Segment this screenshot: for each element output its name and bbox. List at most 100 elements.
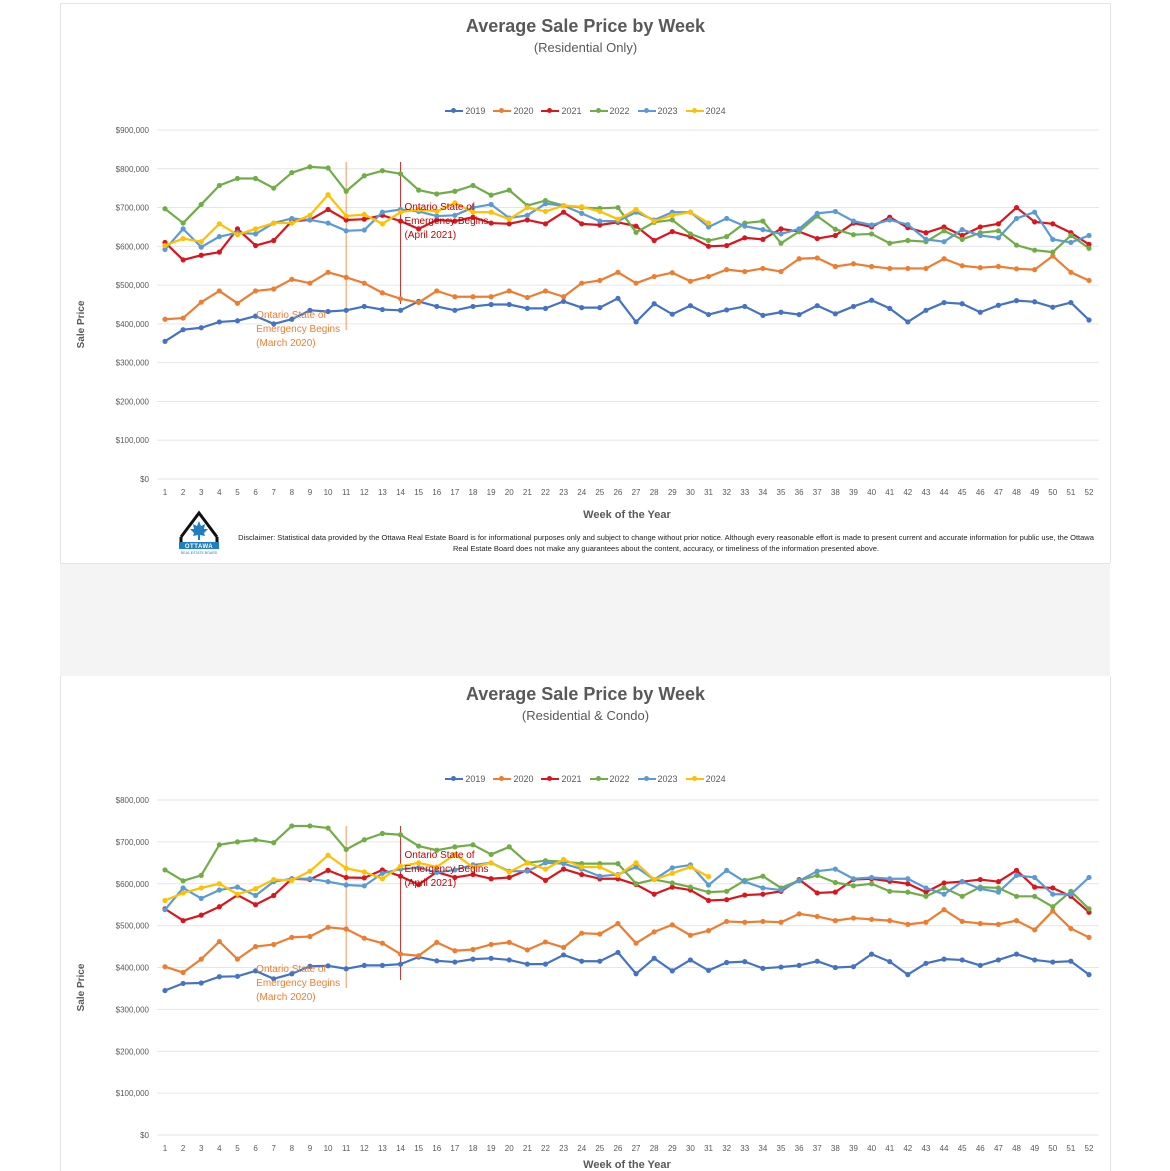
data-point-2023-week-16 [434, 869, 440, 876]
data-point-2020-week-35 [778, 268, 784, 275]
x-tick-label: 26 [613, 1144, 622, 1153]
data-point-2021-week-47 [995, 221, 1002, 227]
data-point-2023-week-37 [814, 868, 820, 874]
data-point-2019-week-13 [379, 306, 386, 313]
legend-label: 2023 [657, 774, 678, 784]
data-point-2019-week-31 [705, 967, 712, 974]
data-point-2023-week-42 [905, 222, 911, 228]
data-point-2024-week-8 [289, 220, 295, 226]
x-tick-label: 37 [813, 488, 822, 497]
data-point-2024-week-31 [705, 220, 712, 226]
data-point-2019-week-38 [832, 311, 838, 317]
data-point-2022-week-15 [416, 187, 422, 193]
data-point-2020-week-15 [416, 299, 422, 306]
data-point-2019-week-6 [252, 313, 259, 319]
x-tick-label: 23 [559, 488, 568, 497]
y-tick-label: $400,000 [116, 964, 150, 973]
data-point-2020-week-12 [361, 935, 367, 941]
y-tick-label: $300,000 [116, 359, 150, 368]
data-point-2019-week-37 [814, 303, 820, 309]
data-point-2022-week-8 [289, 823, 295, 829]
data-point-2023-week-50 [1050, 891, 1056, 897]
data-point-2020-week-9 [307, 280, 313, 286]
x-tick-label: 28 [650, 488, 659, 497]
data-point-2019-week-8 [289, 971, 295, 977]
data-point-2023-week-15 [416, 865, 422, 871]
data-point-2022-week-4 [216, 182, 222, 189]
logo-tagline: REAL ESTATE BOARD [181, 551, 218, 555]
x-tick-label: 38 [831, 488, 840, 497]
data-point-2023-week-10 [325, 220, 331, 226]
data-point-2019-week-34 [760, 965, 766, 971]
data-point-2021-week-16 [434, 217, 440, 223]
data-point-2019-week-49 [1032, 299, 1038, 305]
data-point-2019-week-9 [307, 963, 313, 969]
data-point-2019-week-22 [542, 961, 549, 967]
data-point-2024-week-29 [669, 870, 675, 876]
data-point-2022-week-2 [180, 878, 186, 884]
data-point-2019-week-39 [850, 303, 857, 310]
data-point-2019-week-33 [742, 303, 748, 310]
data-point-2020-week-46 [977, 265, 983, 271]
data-point-2020-week-10 [325, 269, 331, 275]
data-point-2023-week-32 [724, 867, 730, 873]
x-tick-label: 42 [903, 1144, 912, 1153]
data-point-2024-week-10 [325, 192, 331, 198]
data-point-2024-week-12 [361, 869, 367, 875]
data-point-2020-week-20 [506, 939, 512, 945]
data-point-2022-week-35 [778, 240, 784, 246]
data-point-2023-week-13 [379, 870, 386, 876]
x-tick-label: 15 [414, 1144, 423, 1153]
data-point-2020-week-31 [705, 273, 712, 280]
x-tick-label: 34 [758, 1144, 767, 1153]
data-point-2022-week-5 [234, 175, 241, 182]
data-point-2020-week-51 [1068, 925, 1074, 932]
data-point-2022-week-34 [760, 873, 766, 879]
legend-label: 2020 [513, 106, 534, 116]
legend-marker-icon [637, 108, 656, 113]
data-point-2022-week-31 [705, 237, 712, 244]
data-point-2024-week-5 [234, 891, 241, 897]
data-point-2023-week-34 [760, 227, 766, 233]
x-tick-label: 31 [704, 488, 713, 497]
data-point-2023-week-36 [796, 878, 802, 884]
data-point-2022-week-14 [397, 832, 404, 838]
data-point-2024-week-26 [615, 872, 621, 878]
data-point-2020-week-4 [216, 938, 222, 945]
data-point-2023-week-37 [814, 210, 820, 216]
annotation-text-march2020: Ontario State of [256, 964, 326, 975]
data-point-2020-week-19 [488, 941, 494, 948]
legend-label: 2024 [705, 106, 726, 116]
x-tick-label: 6 [253, 488, 258, 497]
data-point-2020-week-17 [452, 948, 458, 954]
x-tick-label: 17 [450, 488, 459, 497]
data-point-2019-week-21 [524, 961, 530, 967]
data-point-2024-week-24 [579, 204, 585, 210]
legend-item-2024: 2024 [685, 774, 726, 784]
data-point-2023-week-29 [669, 865, 675, 871]
data-point-2019-week-34 [760, 312, 766, 318]
data-point-2020-week-42 [905, 921, 911, 927]
data-point-2019-week-42 [905, 319, 911, 325]
data-point-2021-week-34 [760, 891, 766, 897]
data-point-2024-week-9 [307, 868, 313, 874]
data-point-2024-week-27 [633, 206, 639, 213]
data-point-2021-week-31 [705, 243, 712, 249]
series-line-2020 [164, 254, 1090, 321]
line-chart-residential: $0 $100,000 $200,000 $300,000 $400,000 $500,0… [76, 126, 1099, 521]
data-point-2024-week-16 [434, 208, 440, 215]
data-point-2022-week-6 [252, 175, 259, 182]
x-tick-label: 28 [650, 1144, 659, 1153]
data-point-2020-week-41 [887, 265, 893, 272]
x-tick-label: 7 [271, 488, 276, 497]
data-point-2019-week-31 [705, 311, 712, 318]
data-point-2021-week-32 [724, 242, 730, 249]
data-point-2023-week-35 [778, 887, 784, 893]
data-point-2020-week-24 [579, 930, 585, 936]
data-point-2019-week-3 [198, 980, 204, 986]
x-tick-label: 49 [1030, 488, 1039, 497]
data-point-2022-week-44 [941, 885, 947, 891]
roof-icon [179, 510, 219, 538]
data-point-2022-week-48 [1013, 893, 1020, 899]
data-point-2021-week-20 [506, 874, 512, 881]
